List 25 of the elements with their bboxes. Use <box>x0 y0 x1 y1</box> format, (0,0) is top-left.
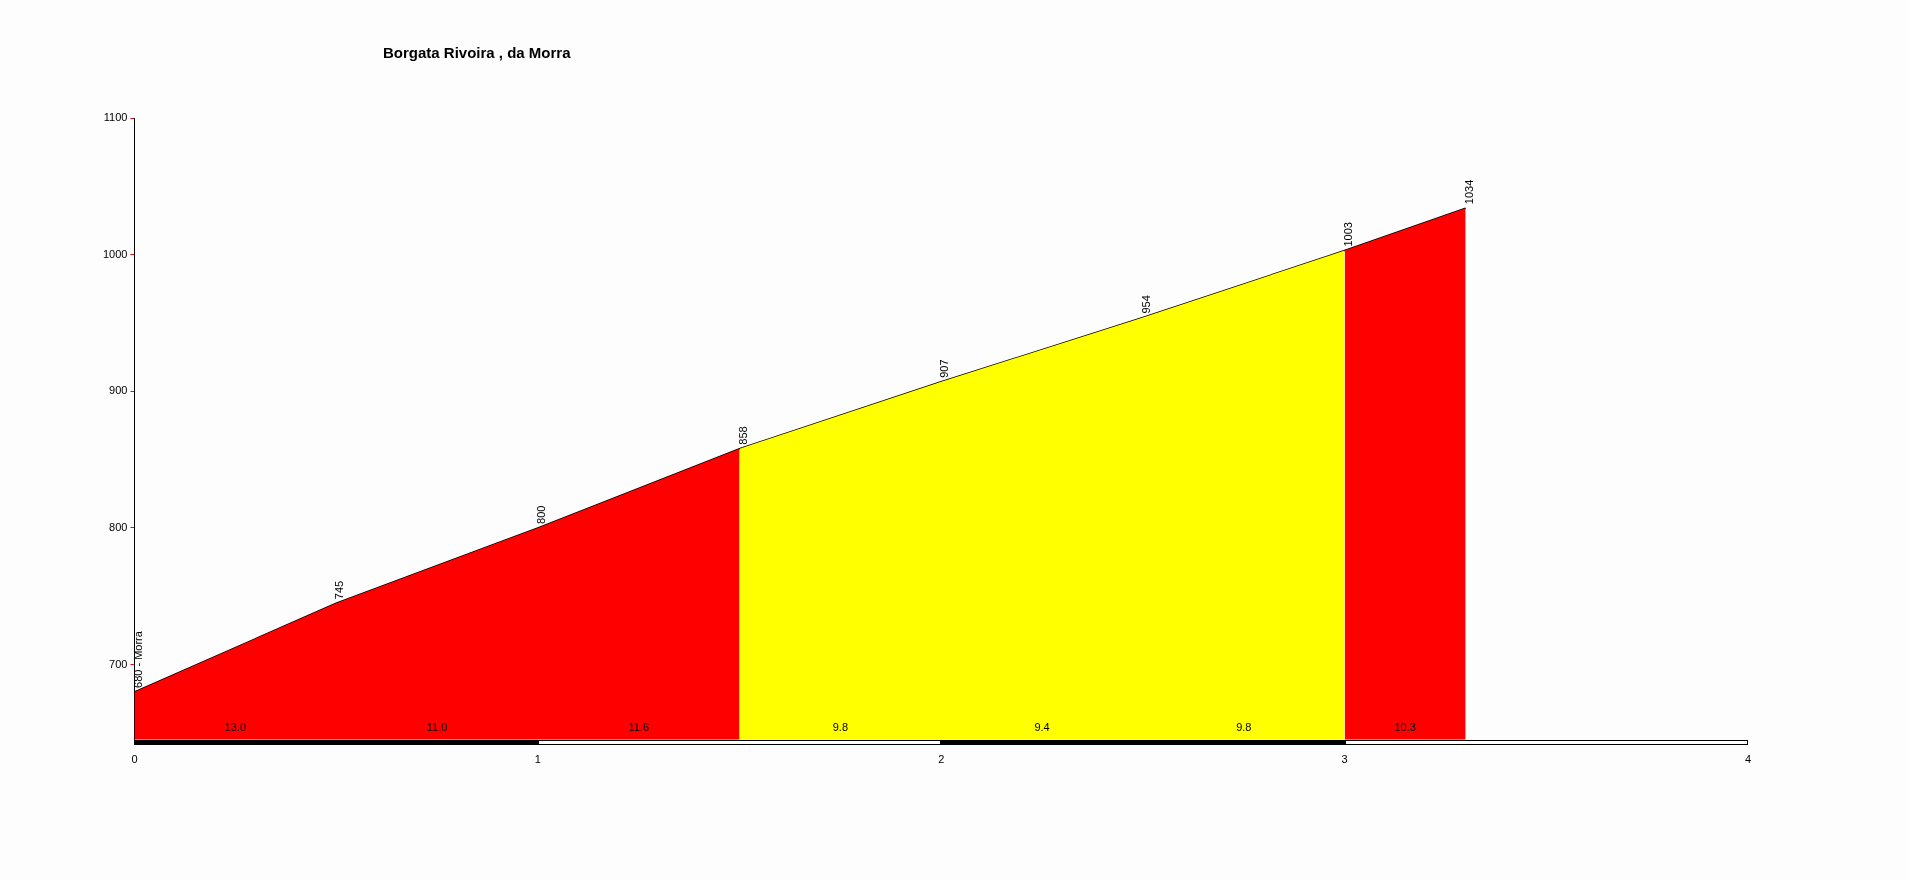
x-tick-label: 2 <box>938 753 945 766</box>
annotation: 13.0 <box>224 721 247 734</box>
data-label: 907 <box>938 359 951 378</box>
annotation: 10.3 <box>1394 721 1416 734</box>
x-tick-label: 1 <box>534 753 541 766</box>
y-tick-label: 1000 <box>102 247 128 260</box>
data-label: 858 <box>736 426 749 445</box>
data-label: 954 <box>1139 295 1152 314</box>
y-tick-label: 900 <box>109 384 128 397</box>
annotation: 9.8 <box>1236 721 1252 734</box>
y-tick-label: 800 <box>109 521 128 534</box>
data-label: 800 <box>534 505 547 524</box>
annotation: 9.4 <box>1034 721 1050 734</box>
data-label: 745 <box>333 580 346 600</box>
x-tick-label: 3 <box>1341 753 1348 766</box>
data-label: 1034 <box>1462 179 1475 205</box>
x-tick-label: 0 <box>131 753 138 766</box>
data-label: 1003 <box>1341 222 1354 247</box>
annotation: 9.8 <box>832 721 849 734</box>
y-tick-label: 700 <box>109 657 128 670</box>
annotation: 11.6 <box>628 721 649 734</box>
chart-title: Borgata Rivoira , da Morra <box>383 44 571 61</box>
y-tick-label: 1100 <box>103 111 128 124</box>
x-tick-label: 4 <box>1744 753 1752 766</box>
annotation: 11.0 <box>426 721 448 734</box>
